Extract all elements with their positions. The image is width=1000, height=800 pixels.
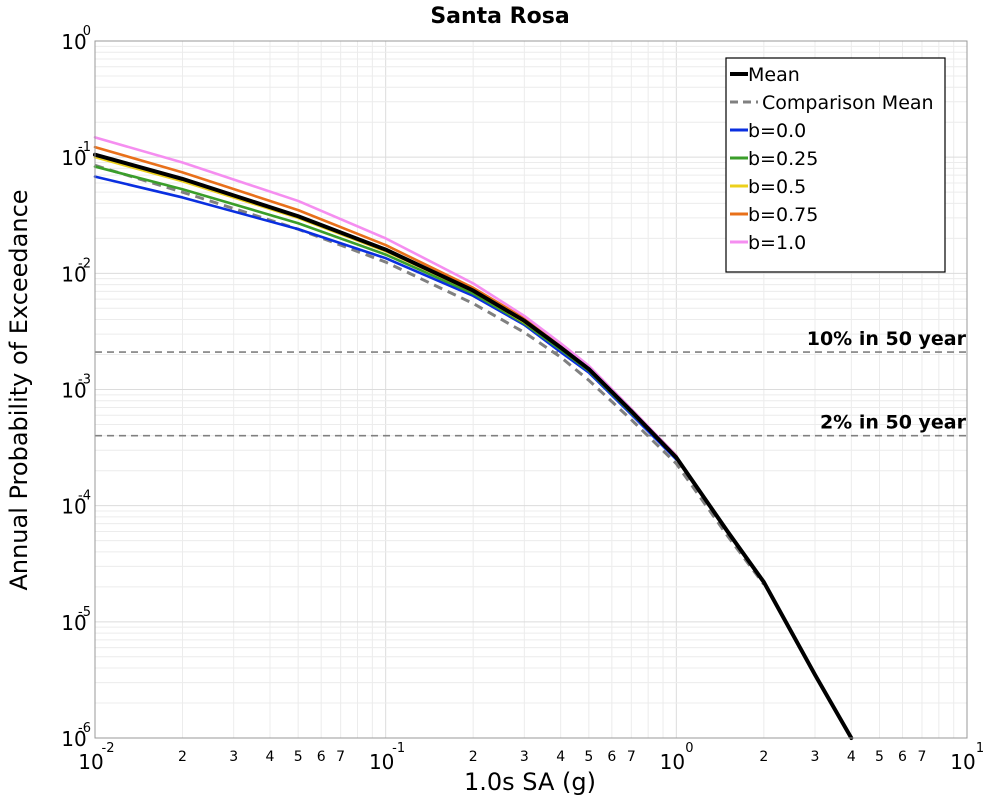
x-minor-tick-label: 4: [556, 749, 565, 765]
legend-label: Mean: [748, 64, 800, 86]
x-minor-tick-label: 4: [266, 749, 275, 765]
x-minor-tick-label: 7: [336, 749, 345, 765]
x-tick-label: 10: [369, 750, 394, 774]
legend-label: b=0.5: [748, 176, 806, 198]
x-minor-tick-label: 6: [898, 749, 907, 765]
legend-box: [725, 57, 946, 273]
series-line-mean: [93, 152, 854, 740]
legend-label: b=0.75: [748, 204, 818, 226]
x-axis-label: 1.0s SA (g): [464, 768, 596, 796]
legend-label: Comparison Mean: [762, 92, 934, 114]
x-minor-tick-label: 2: [178, 749, 187, 765]
x-minor-tick-label: 5: [875, 749, 884, 765]
legend-label: b=1.0: [748, 232, 806, 254]
chart-title: Santa Rosa: [430, 4, 569, 29]
grid: [94, 41, 967, 739]
reference-lines: 10% in 50 year 2% in 50 year: [95, 328, 967, 437]
y-tick-label: 10: [61, 30, 86, 54]
x-minor-tick-label: 6: [607, 749, 616, 765]
x-tick-label-exponent: -2: [102, 741, 115, 756]
y-tick-label-exponent: -2: [78, 256, 91, 271]
y-tick-label: 10: [61, 611, 86, 635]
legend-label: b=0.25: [748, 148, 818, 170]
x-tick-label: 10: [950, 750, 975, 774]
x-tick-label-exponent: 1: [976, 741, 984, 756]
y-tick-label-exponent: -4: [78, 489, 91, 504]
y-tick-label: 10: [61, 146, 86, 170]
y-tick-label-exponent: -1: [78, 140, 91, 155]
x-minor-tick-label: 3: [520, 749, 529, 765]
x-minor-tick-label: 7: [627, 749, 636, 765]
y-tick-label-exponent: -5: [78, 605, 91, 620]
x-minor-tick-label: 2: [759, 749, 768, 765]
reference-line-label: 10% in 50 year: [807, 328, 967, 350]
series-lines: [93, 136, 854, 740]
x-tick-label-exponent: 0: [685, 741, 693, 756]
y-tick-label: 10: [61, 495, 86, 519]
x-minor-tick-label: 7: [918, 749, 927, 765]
y-tick-label: 10: [61, 727, 86, 751]
x-minor-tick-label: 2: [469, 749, 478, 765]
legend: Mean Comparison Mean b=0.0 b=0.25 b=0.5 b=0.7…: [725, 57, 946, 273]
reference-line-label: 2% in 50 year: [820, 412, 967, 434]
y-tick-label: 10: [61, 379, 86, 403]
legend-label: b=0.0: [748, 120, 806, 142]
x-minor-tick-label: 3: [229, 749, 238, 765]
x-minor-tick-label: 4: [847, 749, 856, 765]
y-tick-label-exponent: -6: [78, 721, 91, 736]
y-tick-label-exponent: -3: [78, 373, 91, 388]
y-tick-label-exponent: 0: [83, 24, 91, 39]
x-tick-label-exponent: -1: [392, 741, 405, 756]
x-minor-tick-label: 6: [317, 749, 326, 765]
x-minor-tick-label: 5: [584, 749, 593, 765]
plot-frame: [94, 40, 968, 739]
y-tick-label: 10: [61, 262, 86, 286]
y-axis-label: Annual Probability of Exceedance: [5, 189, 33, 590]
x-minor-tick-label: 5: [294, 749, 303, 765]
x-minor-tick-label: 3: [811, 749, 820, 765]
x-tick-label: 10: [78, 750, 103, 774]
series-line-comparison-mean: [94, 163, 766, 586]
x-tick-label: 10: [660, 750, 685, 774]
